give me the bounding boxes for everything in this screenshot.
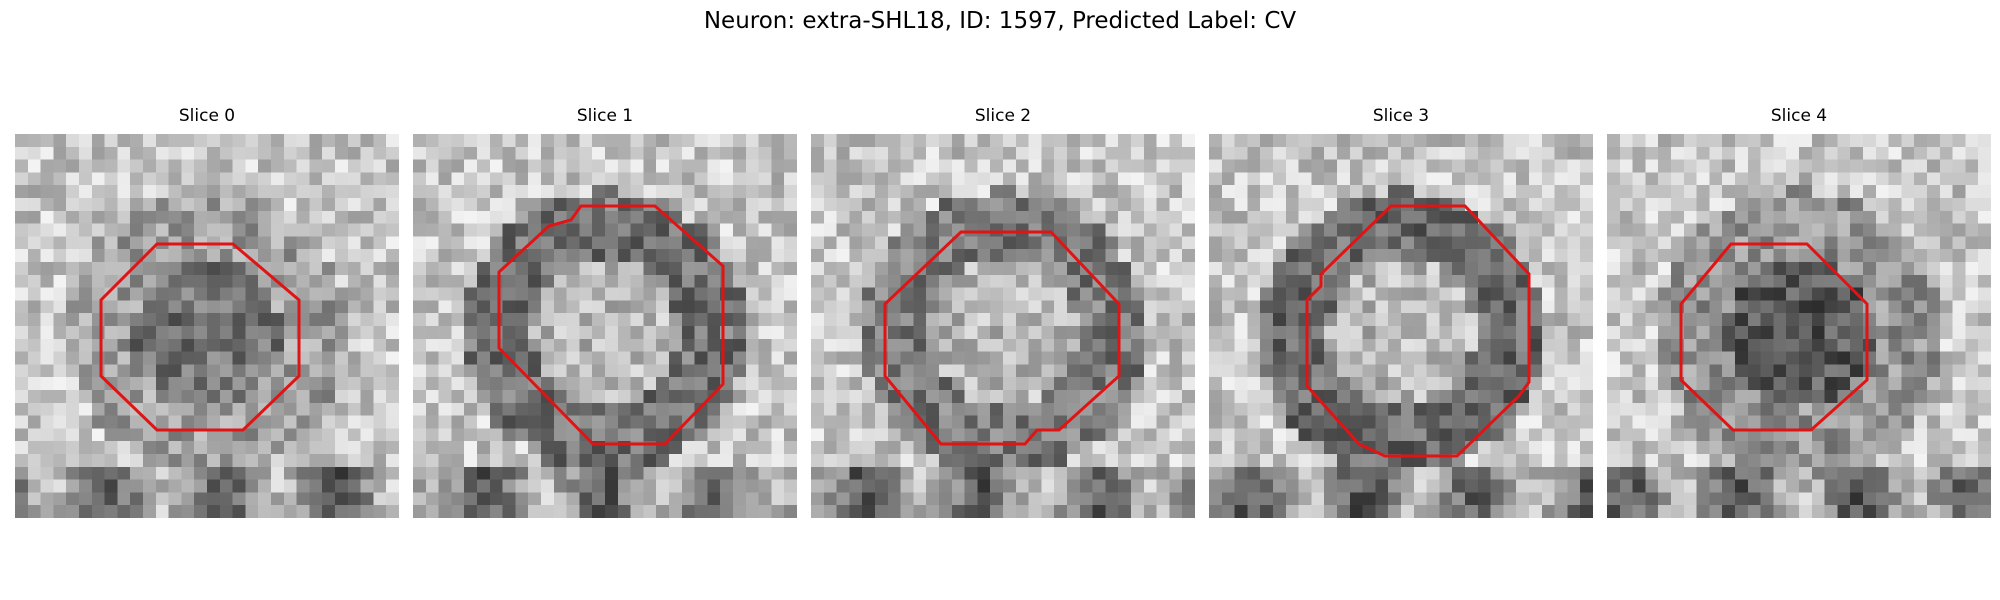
slice-title: Slice 0 bbox=[178, 106, 236, 126]
slice-title: Slice 1 bbox=[576, 106, 634, 126]
figure-title: Neuron: extra-SHL18, ID: 1597, Predicted… bbox=[703, 8, 1297, 34]
slice-image bbox=[413, 134, 797, 518]
slice-title: Slice 2 bbox=[974, 106, 1032, 126]
slice-title: Slice 4 bbox=[1770, 106, 1828, 126]
slice-title: Slice 3 bbox=[1372, 106, 1430, 126]
slice-image bbox=[811, 134, 1195, 518]
slice-image bbox=[1209, 134, 1593, 518]
slice-image bbox=[1607, 134, 1991, 518]
slice-image bbox=[15, 134, 399, 518]
